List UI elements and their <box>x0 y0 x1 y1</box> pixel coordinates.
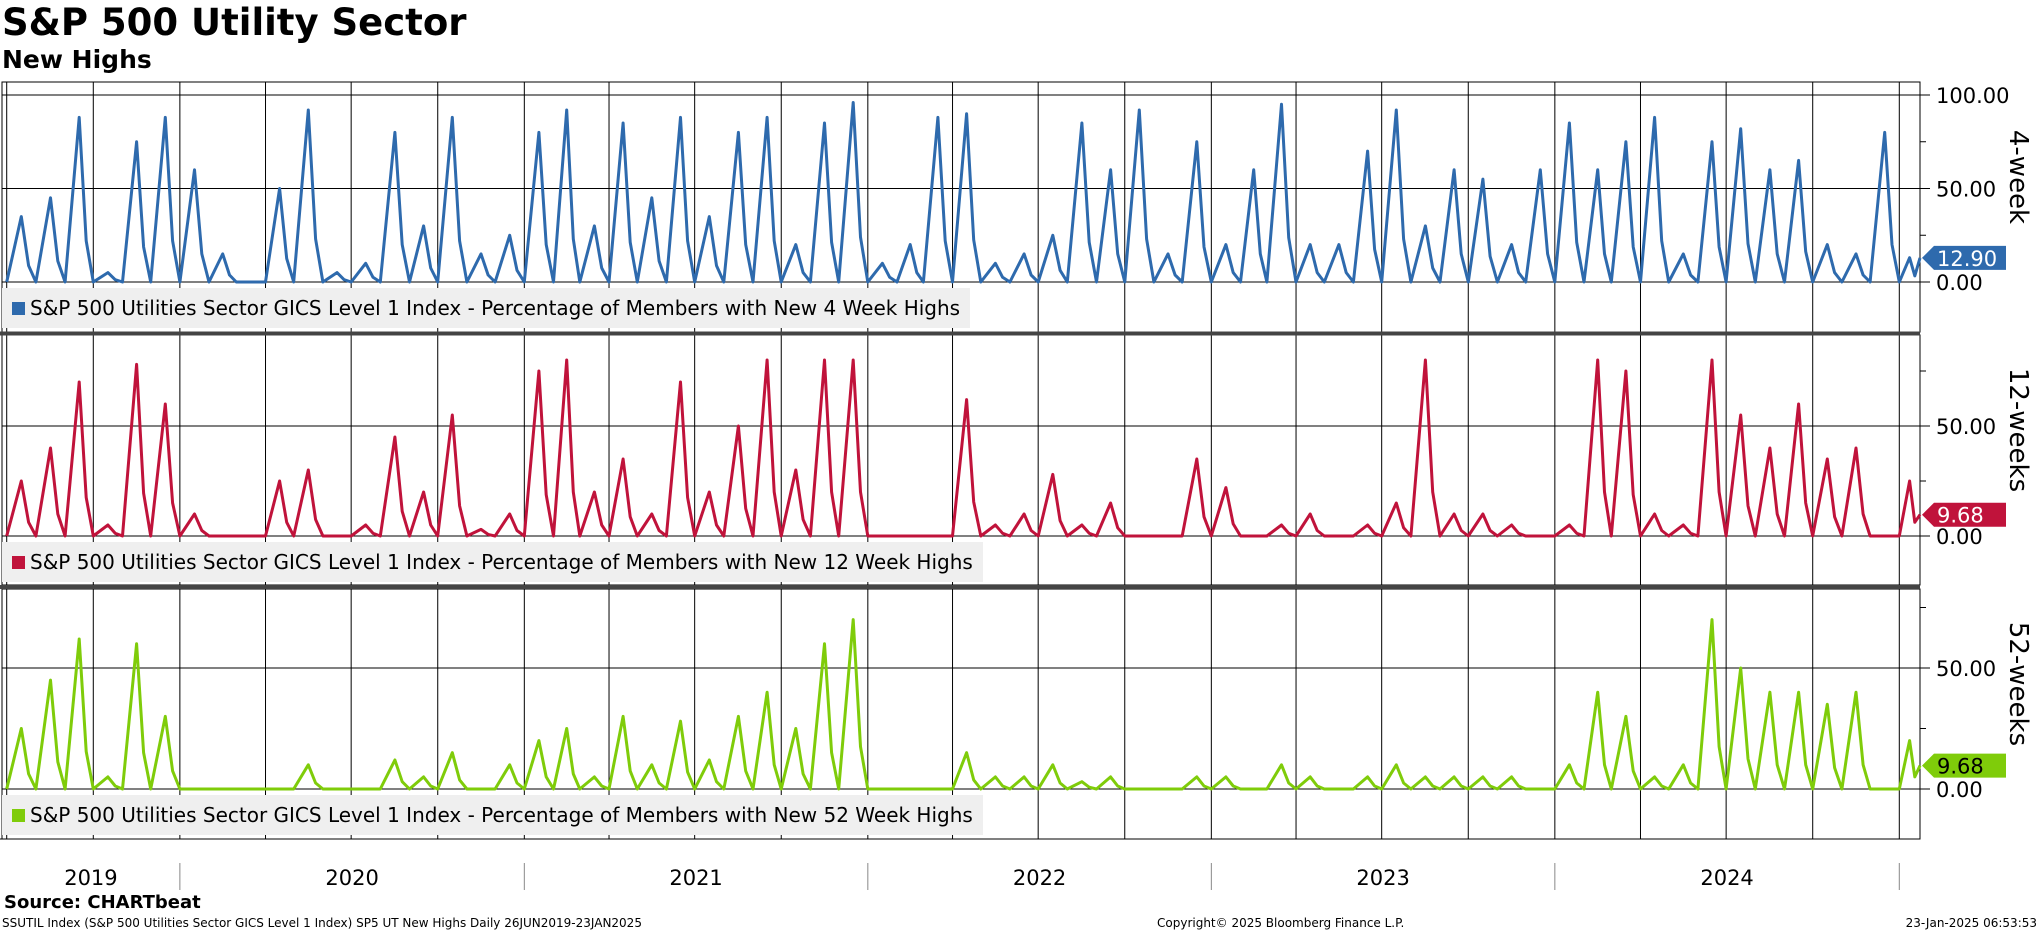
y-tick-label: 100.00 <box>1936 84 2009 108</box>
x-year-label: 2023 <box>1356 866 1409 890</box>
legend-swatch <box>12 555 25 569</box>
legend-52-weeks: S&P 500 Utilities Sector GICS Level 1 In… <box>2 795 983 835</box>
y-tick-label: 50.00 <box>1936 657 1996 681</box>
legend-label: S&P 500 Utilities Sector GICS Level 1 In… <box>30 296 961 320</box>
y-tick-label: 0.00 <box>1936 525 1983 549</box>
y-tick-label: 50.00 <box>1936 415 1996 439</box>
footer-timestamp: 23-Jan-2025 06:53:53 <box>1905 916 2037 930</box>
last-value-marker <box>1922 245 2006 270</box>
series-line-12-weeks <box>5 358 1922 538</box>
legend-swatch <box>12 301 25 315</box>
legend-4-week: S&P 500 Utilities Sector GICS Level 1 In… <box>2 288 971 328</box>
x-year-label: 2019 <box>64 866 117 890</box>
chart-title: S&P 500 Utility Sector <box>2 1 467 44</box>
y-tick-label: 0.00 <box>1936 271 1983 295</box>
last-value-label: 9.68 <box>1937 504 1984 528</box>
panel-label: 12-weeks <box>2003 368 2033 492</box>
x-year-label: 2024 <box>1700 866 1753 890</box>
x-year-label: 2021 <box>669 866 722 890</box>
x-year-label: 2020 <box>325 866 378 890</box>
y-tick-label: 50.00 <box>1936 178 1996 202</box>
last-value-tag: 9.68 <box>1922 753 2006 779</box>
series-line-52-weeks <box>5 618 1922 791</box>
x-year-label: 2022 <box>1013 866 1066 890</box>
legend-swatch <box>12 808 25 822</box>
footer-copyright: Copyright© 2025 Bloomberg Finance L.P. <box>1157 916 1405 930</box>
legend-12-weeks: S&P 500 Utilities Sector GICS Level 1 In… <box>2 542 983 582</box>
chart-subtitle: New Highs <box>2 45 152 74</box>
series-line-4-week <box>5 101 1922 284</box>
y-tick-label: 0.00 <box>1936 778 1983 802</box>
footer-description: SSUTIL Index (S&P 500 Utilities Sector G… <box>2 916 642 930</box>
last-value-label: 12.90 <box>1937 247 1997 271</box>
panel-label: 52-weeks <box>2003 622 2033 746</box>
last-value-marker <box>1922 502 2006 527</box>
legend-label: S&P 500 Utilities Sector GICS Level 1 In… <box>30 803 973 827</box>
last-value-tag: 12.90 <box>1922 245 2006 271</box>
last-value-tag: 9.68 <box>1922 502 2006 528</box>
last-value-label: 9.68 <box>1937 755 1984 779</box>
panel-label: 4-week <box>2003 130 2033 224</box>
source-note: Source: CHARTbeat <box>4 892 201 913</box>
legend-label: S&P 500 Utilities Sector GICS Level 1 In… <box>30 550 973 574</box>
last-value-marker <box>1922 753 2006 778</box>
